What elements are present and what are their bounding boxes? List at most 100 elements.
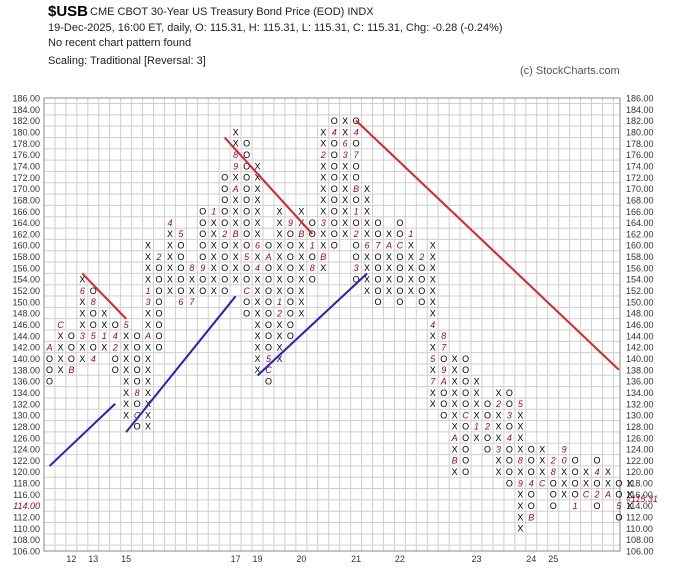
x-box: X [583,467,589,477]
o-box: O [331,150,338,160]
o-box: O [396,218,403,228]
month-marker: 0 [562,456,567,466]
o-box: O [221,173,228,183]
month-marker: 4 [332,127,337,137]
o-box: O [593,478,600,488]
o-box: O [243,173,250,183]
month-marker: 3 [496,444,501,454]
x-box: X [430,399,436,409]
month-marker: 2 [276,308,282,318]
x-box: X [430,342,436,352]
month-marker: 6 [343,139,348,149]
x-box: X [605,478,611,488]
o-box: O [309,252,316,262]
x-box: X [517,501,523,511]
o-box: O [353,139,360,149]
o-box: O [374,263,381,273]
month-marker: B [298,229,304,239]
x-box: X [430,286,436,296]
x-box: X [408,286,414,296]
x-box: X [517,422,523,432]
o-box: O [221,286,228,296]
month-marker: 1 [211,207,216,217]
x-tick-label: 19 [253,554,263,564]
x-box: X [233,173,239,183]
x-box: X [233,218,239,228]
o-box: O [331,139,338,149]
month-marker: 6 [365,241,370,251]
o-box: O [615,490,622,500]
x-box: X [474,410,480,420]
x-tick-label: 23 [472,554,482,564]
o-box: O [265,263,272,273]
x-box: X [517,512,523,522]
o-box: O [331,241,338,251]
y-tick-label-left: 110.00 [13,524,40,534]
o-box: O [155,263,162,273]
x-box: X [167,229,173,239]
y-tick-label-right: 142.00 [626,343,654,353]
y-tick-label-right: 138.00 [626,365,654,375]
x-box: X [320,229,326,239]
month-marker: C [539,478,546,488]
o-box: O [287,320,294,330]
o-box: O [155,331,162,341]
month-marker: 7 [375,241,381,251]
y-tick-label-right: 156.00 [626,263,654,273]
x-box: X [276,342,282,352]
o-box: O [46,365,53,375]
y-tick-label-left: 128.00 [12,422,40,432]
o-box: O [374,275,381,285]
x-box: X [320,263,326,273]
x-box: X [276,229,282,239]
x-box: X [342,218,348,228]
o-box: O [615,478,622,488]
x-box: X [320,184,326,194]
o-box: O [112,365,119,375]
y-tick-label-left: 106.00 [12,547,40,557]
x-box: X [57,331,63,341]
x-box: X [255,275,261,285]
o-box: O [243,263,250,273]
o-box: O [287,263,294,273]
x-box: X [452,410,458,420]
x-box: X [298,252,304,262]
x-box: X [233,275,239,285]
month-marker: 2 [221,229,227,239]
x-box: X [276,218,282,228]
x-box: X [495,422,501,432]
x-box: X [276,241,282,251]
y-tick-label-right: 114.00 [626,501,653,511]
y-tick-label-left: 130.00 [12,411,40,421]
y-tick-label-right: 170.00 [626,184,654,194]
o-box: O [506,444,513,454]
month-marker: 7 [354,150,360,160]
y-tick-label-right: 148.00 [626,309,654,319]
o-box: O [462,365,469,375]
o-box: O [331,116,338,126]
o-box: O [243,229,250,239]
y-tick-label-left: 152.00 [12,286,40,296]
o-box: O [572,467,579,477]
o-box: O [112,354,119,364]
x-box: X [101,320,107,330]
o-box: O [572,456,579,466]
x-box: X [517,433,523,443]
y-tick-label-right: 172.00 [626,173,654,183]
y-tick-label-right: 132.00 [626,399,654,409]
x-box: X [342,173,348,183]
o-box: O [309,229,316,239]
x-box: X [145,410,151,420]
o-box: O [506,478,513,488]
x-box: X [255,286,261,296]
month-marker: 5 [124,320,130,330]
month-marker: 5 [244,252,250,262]
x-box: X [145,342,151,352]
o-box: O [221,252,228,262]
y-tick-label-left: 156.00 [12,263,40,273]
y-tick-label-left: 108.00 [12,535,40,545]
y-tick-label-left: 150.00 [12,297,40,307]
x-tick-label: 25 [548,554,558,564]
o-box: O [353,218,360,228]
y-tick-label-right: 152.00 [626,286,654,296]
